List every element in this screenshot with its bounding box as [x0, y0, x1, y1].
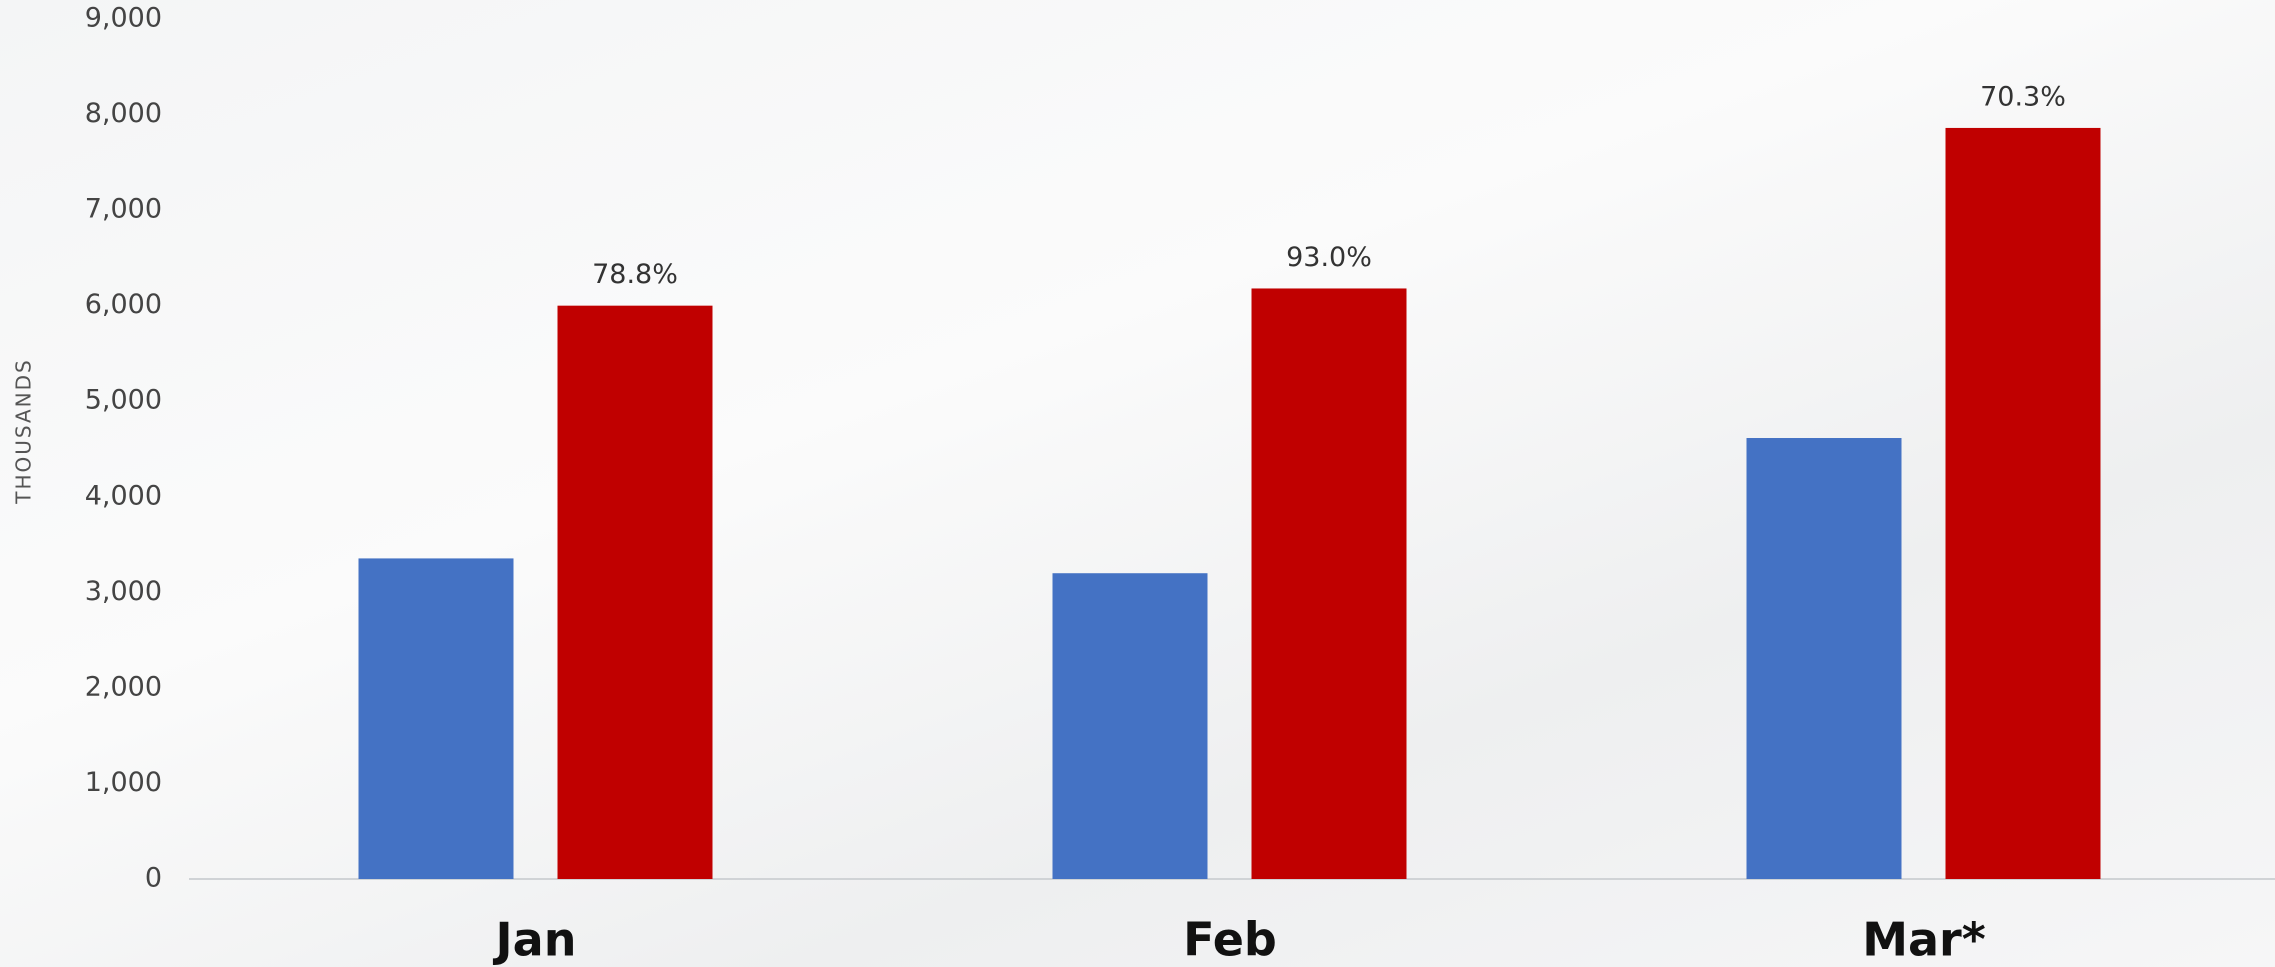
y-tick-label: 1,000	[85, 767, 162, 798]
y-tick-label: 6,000	[85, 289, 162, 320]
y-tick-label: 0	[145, 863, 162, 894]
annotation: 78.8%	[592, 259, 678, 290]
chart: THOUSANDS 0 1,000 2,000 3,000 4,000 5,000 6,00…	[0, 0, 2275, 967]
y-axis-label: THOUSANDS	[12, 358, 36, 504]
y-tick-label: 9,000	[85, 3, 162, 34]
bar	[558, 306, 713, 879]
y-tick-label: 5,000	[85, 385, 162, 416]
x-tick-label: Mar*	[1862, 913, 1986, 967]
annotation: 70.3%	[1980, 81, 2066, 112]
y-tick-label: 8,000	[85, 98, 162, 129]
x-tick-label: Feb	[1183, 913, 1277, 967]
y-tick-label: 3,000	[85, 576, 162, 607]
bar	[359, 558, 514, 879]
bar	[1053, 573, 1208, 879]
y-tick-label: 7,000	[85, 194, 162, 225]
bar	[1946, 128, 2101, 879]
x-tick-label: Jan	[493, 913, 577, 967]
bar	[1252, 288, 1407, 879]
annotation: 93.0%	[1286, 242, 1372, 273]
y-tick-label: 2,000	[85, 671, 162, 702]
y-tick-label: 4,000	[85, 480, 162, 511]
bar	[1747, 438, 1902, 879]
